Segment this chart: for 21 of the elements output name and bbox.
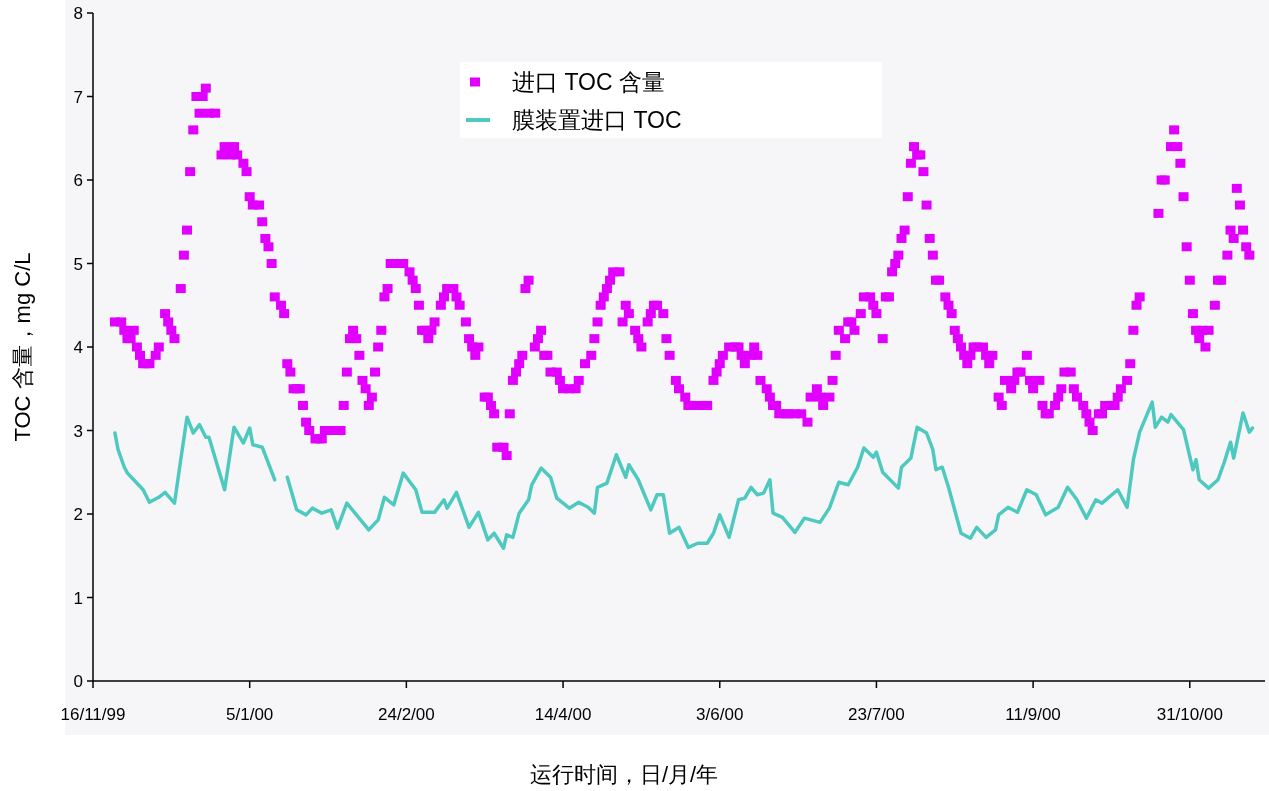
x-tick-label: 5/1/00	[226, 705, 274, 724]
y-tick-label: 0	[73, 672, 83, 691]
x-tick-label: 24/2/00	[378, 705, 435, 724]
x-tick-label: 14/4/00	[534, 705, 592, 724]
legend-label: 膜装置进口 TOC	[512, 107, 682, 133]
y-tick-label: 8	[73, 4, 83, 23]
y-tick-label: 1	[73, 588, 83, 608]
y-tick-label: 2	[73, 505, 83, 524]
x-tick-label: 3/6/00	[696, 705, 744, 724]
x-tick-label: 16/11/99	[60, 705, 126, 724]
x-axis-title: 运行时间，日/月/年	[529, 762, 719, 787]
y-tick-label: 7	[73, 87, 83, 107]
y-axis-title: TOC 含量，mg C/L	[10, 252, 35, 442]
x-tick-label: 11/9/00	[1005, 705, 1061, 724]
x-tick-label: 23/7/00	[848, 705, 905, 724]
y-tick-label: 4	[73, 338, 83, 357]
y-tick-label: 3	[73, 421, 83, 441]
legend-label: 进口 TOC 含量	[512, 69, 665, 95]
y-tick-label: 5	[73, 254, 83, 274]
y-tick-label: 6	[73, 171, 83, 190]
x-tick-label: 31/10/00	[1156, 705, 1223, 724]
